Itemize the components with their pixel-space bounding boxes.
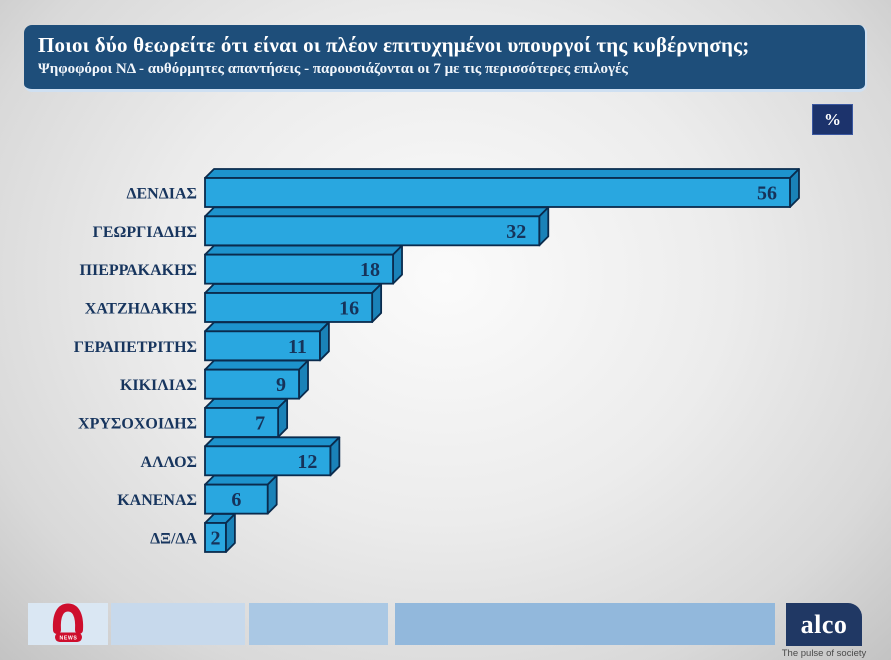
bar <box>204 407 280 438</box>
bar-row: ΔΞ/ΔΑ 2 <box>150 513 236 553</box>
bar <box>204 483 269 515</box>
bar <box>204 522 227 553</box>
bar-row: ΓΕΡΑΠΕΤΡΙΤΗΣ 11 <box>74 321 330 362</box>
bar-top-face <box>204 436 341 448</box>
bar-row: ΔΕΝΔΙΑΣ 56 <box>126 168 800 208</box>
bar-value-label: 56 <box>757 183 777 205</box>
bar-category-label: ΔΕΝΔΙΑΣ <box>126 186 197 203</box>
bar-row: ΧΡΥΣΟΧΟΙΔΗΣ 7 <box>78 398 289 438</box>
alpha-news-logo: NEWS <box>52 603 84 642</box>
bar <box>204 445 332 477</box>
bar-category-label: ΑΛΛΟΣ <box>141 454 197 471</box>
alpha-news-pill <box>55 632 82 642</box>
bar-row: ΚΑΝΕΝΑΣ 6 <box>117 474 278 515</box>
alco-tagline: The pulse of society <box>781 648 867 659</box>
footer-strip-2 <box>111 603 245 645</box>
bar-top-face <box>204 359 309 371</box>
bar-category-label: ΠΙΕΡΡΑΚΑΚΗΣ <box>80 262 197 279</box>
alco-logo: alco The pulse of society <box>782 603 866 659</box>
chart-title: Ποιοι δύο θεωρείτε ότι είναι οι πλέον επ… <box>38 33 750 57</box>
bar-category-label: ΧΑΤΖΗΔΑΚΗΣ <box>85 300 197 317</box>
bar-value-label: 2 <box>210 527 220 549</box>
bar-row: ΑΛΛΟΣ 12 <box>141 436 341 477</box>
title-box: Ποιοι δύο θεωρείτε ότι είναι οι πλέον επ… <box>24 25 867 92</box>
bar <box>204 253 394 285</box>
bar-category-label: ΓΕΩΡΓΙΑΔΗΣ <box>93 224 197 241</box>
bar-top-face <box>204 244 403 256</box>
bar-value-label: 11 <box>288 336 307 358</box>
footer-strip-3 <box>249 603 388 645</box>
bar <box>204 368 300 400</box>
bar-row: ΚΙΚΙΛΙΑΣ 9 <box>120 359 309 400</box>
bar-category-label: ΚΑΝΕΝΑΣ <box>117 492 197 509</box>
bar-top-face <box>204 206 550 218</box>
alco-logo-box: alco <box>786 603 862 646</box>
alpha-a-glyph <box>52 603 84 634</box>
bar-category-label: ΧΡΥΣΟΧΟΙΔΗΣ <box>78 415 197 432</box>
bar-category-label: ΚΙΚΙΛΙΑΣ <box>120 377 197 394</box>
bar-row: ΠΙΕΡΡΑΚΑΚΗΣ 18 <box>80 244 403 285</box>
bar-value-label: 7 <box>255 412 265 434</box>
bar-row: ΧΑΤΖΗΔΑΚΗΣ 16 <box>85 283 383 323</box>
bar-category-label: ΔΞ/ΔΑ <box>150 530 197 547</box>
bar-value-label: 18 <box>360 259 380 281</box>
alpha-news-label: NEWS <box>60 636 78 642</box>
bar <box>204 177 791 208</box>
bar-value-label: 12 <box>297 451 317 473</box>
bar-top-face <box>204 321 330 333</box>
bar-top-face <box>204 474 278 486</box>
chart-subtitle: Ψηφοφόροι ΝΔ - αυθόρμητες απαντήσεις - π… <box>38 61 628 78</box>
bar-value-label: 32 <box>506 221 526 243</box>
bar-top-face <box>204 398 289 409</box>
bar-value-label: 9 <box>276 374 286 396</box>
percent-badge: % <box>812 104 853 135</box>
bar-value-label: 16 <box>339 297 359 319</box>
bar-top-face <box>204 283 383 294</box>
bar-value-label: 6 <box>231 489 241 511</box>
bar-row: ΓΕΩΡΓΙΑΔΗΣ 32 <box>93 206 550 247</box>
alpha-news-logo-box: NEWS <box>28 603 108 645</box>
bar-category-label: ΓΕΡΑΠΕΤΡΙΤΗΣ <box>74 339 197 356</box>
bar-top-face <box>204 168 800 179</box>
footer-strip-4 <box>395 603 775 645</box>
bar <box>204 215 541 247</box>
bar <box>204 292 374 323</box>
